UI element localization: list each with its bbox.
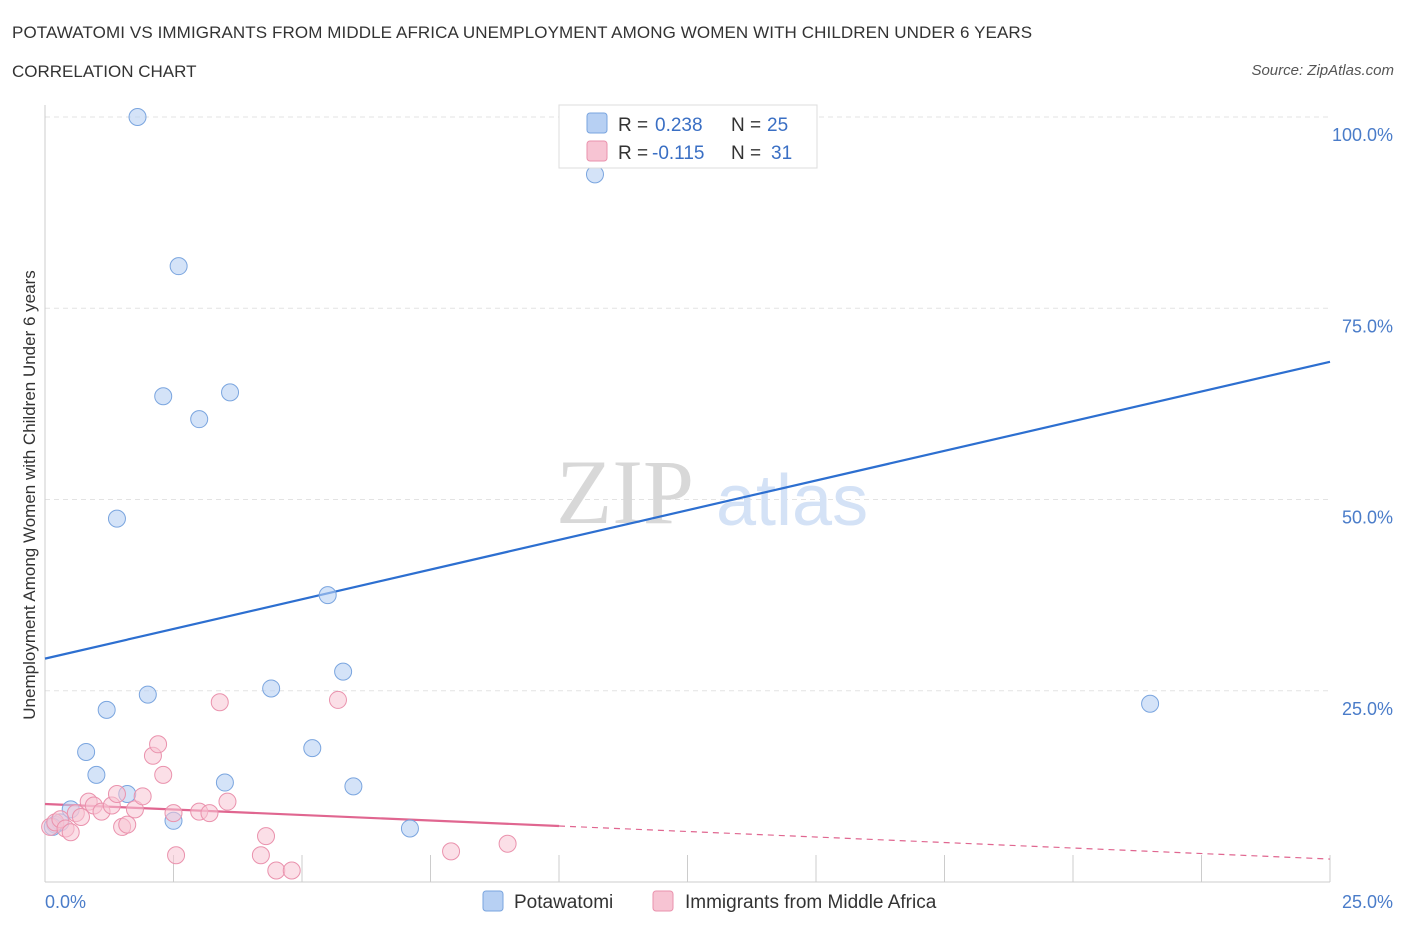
x-tick-label-min: 0.0% bbox=[45, 892, 86, 912]
point-middle-africa-26 bbox=[257, 827, 276, 846]
trend-lines bbox=[44, 360, 1331, 860]
point-potawatomi-5 bbox=[97, 700, 116, 719]
point-potawatomi-16 bbox=[262, 679, 281, 698]
source-credit: Source: ZipAtlas.com bbox=[1251, 62, 1394, 79]
y-axis-label: Unemployment Among Women with Children U… bbox=[20, 270, 39, 719]
point-middle-africa-13 bbox=[118, 815, 137, 834]
legend-n-label-2: N = bbox=[731, 143, 761, 164]
point-potawatomi-20 bbox=[344, 777, 363, 796]
trend-line-potawatomi bbox=[44, 360, 1331, 660]
legend-swatch-middle-africa bbox=[586, 140, 608, 162]
point-middle-africa-25 bbox=[251, 846, 270, 865]
point-potawatomi-23 bbox=[1141, 694, 1160, 713]
point-middle-africa-24 bbox=[218, 792, 237, 811]
point-potawatomi-14 bbox=[215, 773, 234, 792]
point-middle-africa-23 bbox=[210, 693, 229, 712]
legend-r-value-1: 0.238 bbox=[655, 115, 703, 136]
legend-n-value-1: 25 bbox=[767, 115, 788, 136]
bottom-legend-label-middle-africa: Immigrants from Middle Africa bbox=[685, 892, 937, 913]
watermark: ZIP atlas bbox=[556, 441, 868, 543]
point-middle-africa-28 bbox=[282, 861, 301, 880]
data-points bbox=[41, 108, 1160, 880]
y-tick-label-25: 25.0% bbox=[1342, 699, 1393, 719]
point-middle-africa-22 bbox=[200, 804, 219, 823]
tick-labels: 25.0% 50.0% 75.0% 100.0% 0.0% 25.0% bbox=[45, 125, 1393, 912]
grid bbox=[45, 116, 1330, 692]
legend-r-value-2: -0.115 bbox=[652, 143, 704, 164]
series-legend: Potawatomi Immigrants from Middle Africa bbox=[482, 890, 937, 913]
legend-swatch-potawatomi bbox=[586, 112, 608, 134]
legend-n-label-1: N = bbox=[731, 115, 761, 136]
watermark-zip: ZIP bbox=[556, 441, 694, 543]
chart-subtitle: CORRELATION CHART bbox=[12, 62, 197, 81]
point-middle-africa-18 bbox=[154, 765, 173, 784]
point-middle-africa-31 bbox=[498, 834, 517, 853]
y-tick-label-100: 100.0% bbox=[1332, 125, 1393, 145]
point-middle-africa-27 bbox=[267, 861, 286, 880]
point-middle-africa-19 bbox=[164, 804, 183, 823]
y-tick-label-75: 75.0% bbox=[1342, 316, 1393, 336]
point-potawatomi-6 bbox=[107, 509, 126, 528]
point-potawatomi-4 bbox=[87, 765, 106, 784]
point-potawatomi-18 bbox=[318, 586, 337, 605]
correlation-legend: R = 0.238 N = 25 R = -0.115 N = 31 bbox=[558, 104, 818, 169]
point-potawatomi-12 bbox=[169, 257, 188, 276]
point-middle-africa-20 bbox=[167, 846, 186, 865]
point-potawatomi-8 bbox=[128, 108, 147, 126]
legend-n-value-2: 31 bbox=[771, 143, 792, 164]
point-middle-africa-30 bbox=[442, 842, 461, 861]
bottom-legend-swatch-middle-africa bbox=[652, 890, 674, 912]
x-tick-label-max: 25.0% bbox=[1342, 892, 1393, 912]
point-potawatomi-19 bbox=[334, 662, 353, 681]
point-potawatomi-21 bbox=[400, 819, 419, 838]
point-middle-africa-29 bbox=[328, 690, 347, 709]
legend-r-label-2: R = bbox=[618, 143, 648, 164]
point-middle-africa-17 bbox=[149, 735, 168, 754]
point-potawatomi-15 bbox=[221, 383, 240, 402]
y-tick-label-50: 50.0% bbox=[1342, 508, 1393, 528]
bottom-legend-label-potawatomi: Potawatomi bbox=[514, 892, 613, 913]
point-potawatomi-13 bbox=[190, 410, 209, 429]
point-middle-africa-15 bbox=[133, 787, 152, 806]
trend-line-middle-africa-extension bbox=[558, 825, 1331, 860]
point-potawatomi-17 bbox=[303, 739, 322, 758]
chart-title: POTAWATOMI VS IMMIGRANTS FROM MIDDLE AFR… bbox=[12, 23, 1033, 42]
point-potawatomi-10 bbox=[154, 387, 173, 406]
bottom-legend-swatch-potawatomi bbox=[482, 890, 504, 912]
point-middle-africa-11 bbox=[107, 785, 126, 804]
point-middle-africa-4 bbox=[61, 823, 80, 842]
point-potawatomi-9 bbox=[138, 685, 157, 704]
point-middle-africa-6 bbox=[71, 807, 90, 826]
point-potawatomi-3 bbox=[77, 742, 96, 761]
legend-r-label-1: R = bbox=[618, 115, 648, 136]
axes bbox=[44, 105, 1331, 883]
